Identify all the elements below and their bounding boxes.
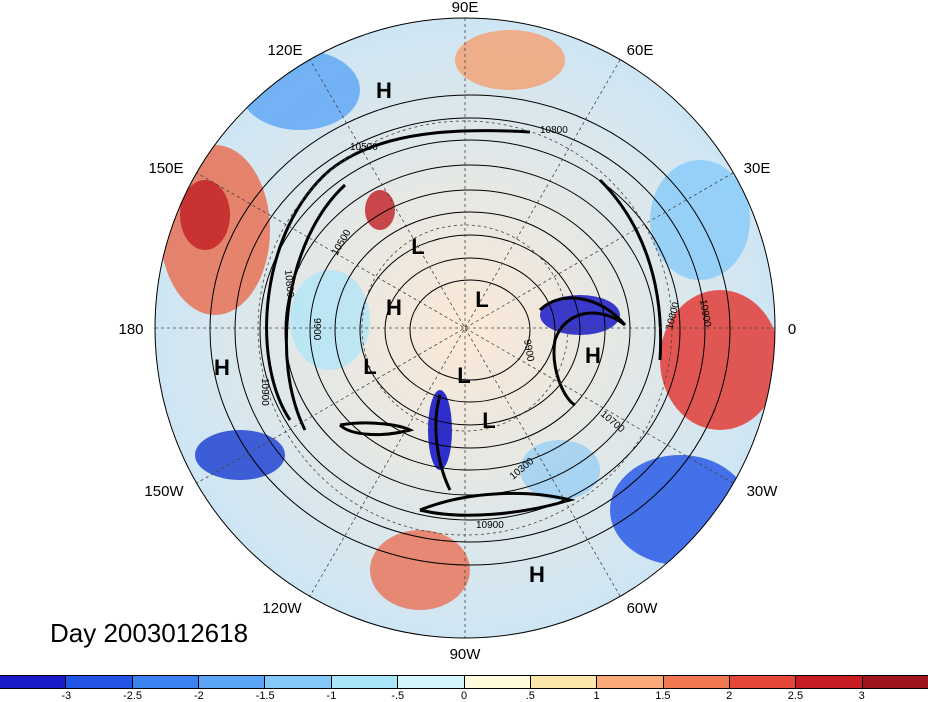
colorbar-ticks: -3 -2.5 -2 -1.5 -1 -.5 0 .5 1 1.5 2 2.5 3 [0, 690, 928, 702]
low-center: L [475, 287, 488, 312]
colorbar-swatch [796, 676, 863, 688]
contour-label: 10900 [476, 520, 504, 531]
low-center: L [457, 363, 470, 388]
longitude-labels: 90E 60E 30E 0 30W 60W 90W 120W 150W 180 … [118, 0, 796, 663]
contour-label: 10900 [697, 299, 713, 329]
high-center: H [386, 295, 402, 320]
colorbar-tick-label: 1.5 [655, 690, 671, 702]
contour-labels: 10800 10500 10900 10700 10300 10900 1090… [259, 125, 713, 531]
high-center: H [529, 562, 545, 587]
colorbar-swatch [331, 676, 399, 688]
colorbar-swatch [199, 676, 266, 688]
contour-label: 10800 [282, 269, 295, 298]
lon-120w: 120W [262, 600, 302, 617]
graticule [155, 18, 775, 638]
low-center: L [411, 234, 424, 259]
high-center: H [585, 343, 601, 368]
colorbar-swatch [597, 676, 664, 688]
colorbar [0, 675, 928, 689]
lon-150w: 150W [144, 483, 184, 500]
lon-60e: 60E [627, 42, 654, 59]
colorbar-tick-label: -1 [326, 690, 337, 702]
colorbar-swatch [66, 676, 133, 688]
map-boundary [154, 17, 776, 639]
colorbar-swatch [265, 676, 332, 688]
low-center: L [363, 354, 376, 379]
colorbar-swatch [530, 676, 598, 688]
low-center: L [482, 408, 495, 433]
colorbar-tick-label: 3 [858, 690, 865, 702]
colorbar-swatch [862, 676, 928, 688]
colorbar-tick-label: 1 [593, 690, 600, 702]
lon-90w: 90W [450, 646, 482, 663]
lon-180: 180 [118, 321, 143, 338]
lon-0: 0 [788, 321, 796, 338]
colorbar-swatch [0, 676, 67, 688]
lon-60w: 60W [627, 600, 659, 617]
colorbar-tick-label: 2 [726, 690, 733, 702]
colorbar-tick-label: -2.5 [123, 690, 143, 702]
contour-label: 9900 [521, 339, 536, 363]
lon-120e: 120E [267, 42, 302, 59]
contour-label: 9900 [311, 318, 322, 341]
colorbar-swatch [729, 676, 797, 688]
contour-label: 10800 [540, 125, 568, 136]
colorbar-tick-label: -.5 [391, 690, 405, 702]
lon-30e: 30E [744, 160, 771, 177]
colorbar-swatch [132, 676, 200, 688]
pressure-centers: H H H H H L L L L L [214, 78, 601, 587]
lon-150e: 150E [148, 160, 183, 177]
colorbar-tick-label: -3 [61, 690, 72, 702]
contour-label: 10500 [350, 142, 378, 153]
jet-contours [265, 129, 663, 517]
colorbar-tick-label: -2 [193, 690, 204, 702]
colorbar-tick-label: 2.5 [787, 690, 804, 702]
lon-30w: 30W [747, 483, 779, 500]
colorbar-swatch [663, 676, 730, 688]
colorbar-swatch [398, 676, 465, 688]
colorbar-tick-label: 0 [460, 690, 468, 702]
date-title: Day 2003012618 [50, 618, 249, 648]
high-center: H [214, 355, 230, 380]
height-contours [209, 94, 731, 566]
colorbar-tick-label: .5 [525, 690, 535, 702]
colorbar-swatch [464, 676, 531, 688]
lon-90e: 90E [452, 0, 479, 16]
contour-label: 10900 [259, 378, 270, 406]
colorbar-tick-label: -1.5 [255, 690, 275, 702]
high-center: H [376, 78, 392, 103]
